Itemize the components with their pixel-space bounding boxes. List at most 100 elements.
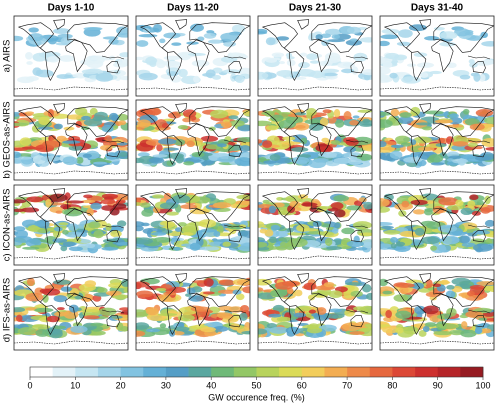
gw-blob xyxy=(165,290,175,294)
gw-blob xyxy=(167,112,181,119)
gw-blob xyxy=(66,114,84,120)
gw-blob xyxy=(15,156,33,160)
gw-blob xyxy=(389,72,398,79)
gw-blob xyxy=(383,230,401,235)
gw-blob xyxy=(308,309,317,314)
gw-blob xyxy=(123,288,128,293)
colorbar: 0 10 20 30 40 50 60 70 80 90 100 GW occurence freq.… xyxy=(27,366,491,402)
gw-blob xyxy=(239,312,248,321)
gw-blob xyxy=(424,110,444,115)
gw-blob xyxy=(258,287,264,292)
gw-blob xyxy=(25,292,44,302)
gw-blob xyxy=(469,194,479,201)
gw-blob xyxy=(152,154,168,158)
gw-blob xyxy=(424,208,435,213)
gw-blob xyxy=(235,200,250,206)
gw-blob xyxy=(53,226,63,232)
map-panel xyxy=(258,100,372,180)
gw-blob xyxy=(56,74,72,79)
gw-blob xyxy=(200,228,218,233)
gw-blob xyxy=(354,200,363,207)
gw-blob xyxy=(136,290,154,298)
gw-blob xyxy=(118,75,128,81)
colorbar-segment xyxy=(233,367,257,377)
gw-blob xyxy=(163,32,181,39)
colorbar-segment xyxy=(188,367,212,377)
gw-blob xyxy=(58,222,69,226)
gw-blob xyxy=(473,72,481,82)
gw-blob xyxy=(119,52,128,58)
gw-blob xyxy=(269,154,281,161)
gw-blob xyxy=(110,315,123,319)
gw-blob xyxy=(352,115,360,119)
gw-blob xyxy=(174,227,182,232)
gw-blob xyxy=(290,147,309,153)
gw-blob xyxy=(358,197,367,203)
gw-blob xyxy=(28,27,39,33)
gw-blob xyxy=(437,224,458,233)
gw-blob xyxy=(484,116,494,125)
gw-blob xyxy=(100,198,116,205)
gw-blob xyxy=(484,219,494,227)
gw-blob xyxy=(436,314,445,319)
gw-blob xyxy=(166,71,179,77)
gw-blob xyxy=(81,115,91,121)
gw-blob xyxy=(366,292,372,301)
gw-blob xyxy=(197,36,205,42)
gw-blob xyxy=(323,281,335,288)
gw-blob xyxy=(14,111,21,117)
gw-blob xyxy=(243,242,250,247)
gw-blob xyxy=(136,309,149,318)
gw-blob xyxy=(207,39,224,44)
gw-blob xyxy=(218,279,236,286)
gw-blob xyxy=(17,327,37,335)
gw-blob xyxy=(173,246,181,251)
gw-blob xyxy=(105,290,122,296)
gw-blob xyxy=(364,323,372,328)
gw-blob xyxy=(262,140,273,148)
gw-blob xyxy=(14,35,24,42)
gw-blob xyxy=(347,158,363,165)
gw-blob xyxy=(455,199,464,207)
gw-blob xyxy=(199,246,220,251)
gw-blob xyxy=(60,286,73,292)
gw-blob xyxy=(286,227,294,233)
colorbar-tick-label: 90 xyxy=(433,380,443,390)
colorbar-segment xyxy=(279,367,303,377)
gw-blob xyxy=(321,39,330,47)
gw-blob xyxy=(401,200,410,208)
gw-blob xyxy=(385,52,400,60)
gw-blob xyxy=(34,220,48,227)
gw-blob xyxy=(382,61,393,69)
gw-blob xyxy=(55,210,63,214)
gw-blob xyxy=(441,235,460,245)
gw-blob xyxy=(212,74,222,80)
gw-blob xyxy=(83,194,93,199)
gw-blob xyxy=(452,141,469,147)
gw-blob xyxy=(57,33,73,39)
gw-blob xyxy=(333,157,351,165)
gw-blob xyxy=(159,38,166,44)
gw-blob xyxy=(401,76,421,84)
gw-blob xyxy=(93,230,104,239)
gw-blob xyxy=(282,136,296,141)
gw-blob xyxy=(343,111,352,120)
gw-blob xyxy=(345,138,359,146)
gw-blob xyxy=(229,120,245,127)
gw-blob xyxy=(173,139,186,146)
gw-blob xyxy=(63,126,75,131)
gw-blob xyxy=(24,111,35,115)
gw-blob xyxy=(356,153,372,161)
gw-blob xyxy=(312,220,322,228)
gw-blob xyxy=(80,199,96,204)
gw-blob xyxy=(449,113,459,119)
gw-blob xyxy=(430,162,445,166)
gw-blob xyxy=(397,116,414,124)
gw-blob xyxy=(173,326,190,332)
gw-blob xyxy=(70,325,88,334)
gw-blob xyxy=(203,278,214,287)
gw-blob xyxy=(448,155,463,160)
gw-blob xyxy=(360,120,372,126)
map-panel xyxy=(258,185,372,265)
gw-blob xyxy=(14,122,29,127)
